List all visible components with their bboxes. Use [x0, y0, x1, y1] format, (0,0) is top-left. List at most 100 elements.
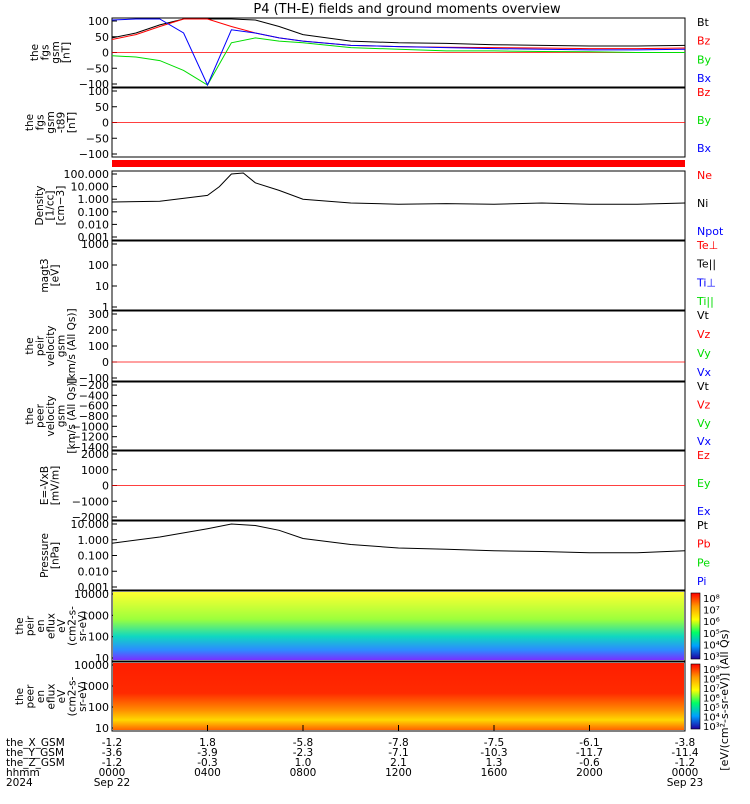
legend-Pt: Pt	[697, 519, 709, 532]
ylabel-line: peir	[25, 615, 37, 636]
ylabel: Density[1/cc][cm−3]	[34, 186, 67, 226]
panel-pressure: 10.0001.0000.1000.0100.001Pressure[nPa]P…	[39, 518, 711, 594]
panel-e-field: 2000 1000 0 −1000 −2000 E=-VxB[mV/m] Ez Ey Ex	[39, 448, 711, 524]
panel-frame	[111, 310, 686, 382]
ytick-label: 100.000	[64, 168, 110, 181]
ylabel-line: the	[14, 688, 26, 705]
colorbar-tick: 10⁷	[703, 606, 720, 617]
ytick-label: 0	[102, 480, 109, 493]
ylabel-line: [1/cc]	[45, 191, 57, 221]
legend-Vz: Vz	[697, 398, 711, 411]
ytick-label: −100	[79, 148, 109, 161]
xtick-label: 0800	[290, 767, 317, 779]
xtick-label: -1.2	[102, 737, 123, 749]
ytick-label: −800	[79, 410, 109, 423]
ylabel-line: peir	[35, 335, 47, 356]
ylabel-line: the	[24, 337, 36, 354]
panel-peer-spec: 10000 1000 100 10 thepeerenefluxeV(cm2-s-sr-…	[14, 659, 720, 735]
legend-Ex: Ex	[697, 505, 711, 518]
ytick-label: −200	[79, 379, 109, 392]
ylabel-line: magt3	[39, 258, 51, 292]
ylabel-line: gsm	[56, 405, 68, 427]
colorbar-tick: 10³	[703, 652, 720, 663]
ylabel-line: [eV]	[50, 265, 62, 287]
ytick-label: 1000	[81, 238, 109, 251]
ylabel: magt3[eV]	[39, 258, 62, 292]
ytick-label: 10.000	[71, 181, 110, 194]
legend-Vx: Vx	[697, 366, 712, 379]
series-fgs-gsm-Bz	[111, 18, 686, 50]
xtick-label: 1.3	[486, 757, 503, 769]
ylabel-line: the	[24, 114, 36, 131]
ylabel-line: en	[35, 619, 47, 632]
colorbar-tick: 10⁵	[703, 703, 720, 714]
xtick-label: -5.8	[293, 737, 314, 749]
ytick-label: 10000	[74, 588, 109, 601]
legend-By: By	[697, 114, 712, 127]
ylabel-line: the	[29, 44, 41, 61]
panel-peir-spec: 10000 1000 100 10 thepeirenefluxeV(cm2-s-sr-…	[14, 588, 720, 665]
ytick-label: 10000	[74, 659, 109, 672]
legend-Te⊥: Te⊥	[696, 239, 718, 252]
ylabel-line: E=-VxB	[39, 466, 51, 505]
legend-Ez: Ez	[697, 449, 710, 462]
ytick-label: −1000	[72, 420, 109, 433]
panel-frame	[111, 520, 686, 591]
ylabel-line: [nT]	[66, 112, 78, 133]
colorbar-tick: 10⁶	[703, 617, 720, 628]
ytick-label: −1000	[72, 495, 109, 508]
ytick-label: 0.001	[78, 231, 110, 244]
ylabel-line: [mV/m]	[50, 466, 62, 505]
plot-title: P4 (TH-E) fields and ground moments over…	[253, 2, 561, 17]
xtick-label: 0000	[672, 767, 699, 779]
ytick-label: 100	[88, 15, 109, 28]
xtick-label: -6.1	[579, 737, 600, 749]
legend-By: By	[697, 53, 712, 66]
xtick-label: -7.8	[388, 737, 409, 749]
xtick-label: -1.2	[675, 757, 696, 769]
separator-bar	[112, 160, 685, 167]
panel-frame	[111, 240, 686, 311]
ylabel: E=-VxB[mV/m]	[39, 466, 62, 505]
panel-frame	[111, 381, 686, 451]
ylabel-line: en	[35, 690, 47, 703]
ytick-label: 10.000	[71, 518, 110, 531]
xtick-label: 0400	[194, 767, 221, 779]
legend-Vy: Vy	[697, 347, 711, 360]
xaxis-row-label: hhmm	[6, 767, 40, 779]
series-pressure-Pt	[111, 523, 686, 554]
legend-Vy: Vy	[697, 417, 711, 430]
ytick-label: 100	[88, 340, 109, 353]
colorbar-tick: 10⁴	[703, 640, 720, 651]
xtick-label: -11.7	[576, 747, 603, 759]
series-fgs-gsm-Bx	[111, 18, 686, 87]
legend-Vz: Vz	[697, 328, 711, 341]
panel-peer-velocity: −200−400−600−800−1000−1200−1400thepeerve…	[24, 378, 712, 454]
legend-Ey: Ey	[697, 477, 711, 490]
ytick-label: 1000	[81, 464, 109, 477]
legend-Bx: Bx	[697, 72, 712, 85]
legend-Ti⊥: Ti⊥	[696, 276, 716, 289]
colorbar-label-text: [eV/(cm²-s-sr-eV)] (All Qs)	[718, 629, 731, 770]
ytick-label: 1	[102, 301, 109, 314]
legend-Pb: Pb	[697, 538, 711, 551]
ylabel-line: eV	[56, 618, 68, 632]
ylabel-line: gsm	[50, 41, 62, 63]
legend-Pe: Pe	[697, 556, 710, 569]
colorbar-tick: 10³	[703, 722, 720, 733]
xtick-label: -0.3	[197, 757, 218, 769]
xaxis-row-label: the_X_GSM	[6, 737, 65, 749]
ylabel-line: [km/s (All Qs)]	[66, 378, 78, 453]
ylabel-line: the	[24, 407, 36, 424]
xtick-label: 1200	[385, 767, 412, 779]
legend-Vt: Vt	[697, 309, 710, 322]
legend-Bt: Bt	[697, 16, 710, 29]
series-fgs-gsm-By	[111, 37, 685, 86]
ytick-label: 0	[102, 47, 109, 60]
ylabel-line: gsm	[45, 111, 57, 133]
